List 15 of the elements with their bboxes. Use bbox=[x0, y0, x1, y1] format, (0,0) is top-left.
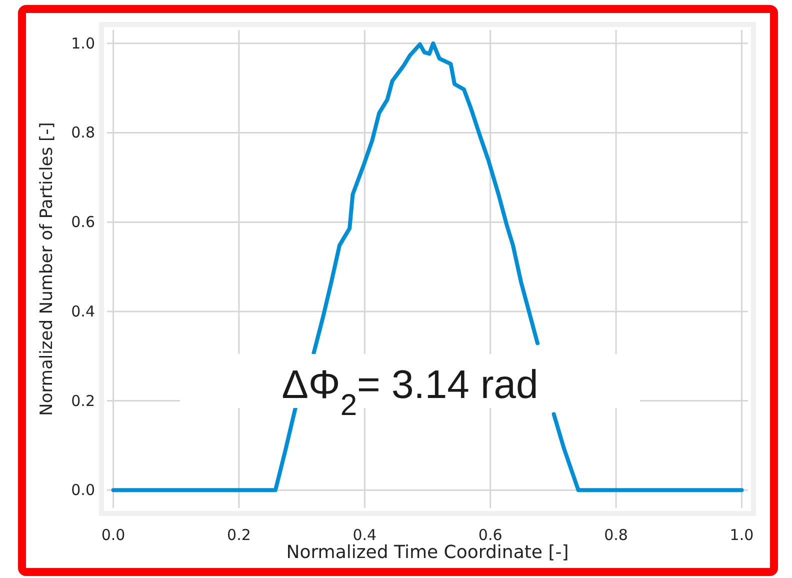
y-axis-title: Normalized Number of Particles [-] bbox=[37, 122, 57, 416]
y-tick-label: 0.8 bbox=[71, 124, 95, 142]
x-axis-title: Normalized Time Coordinate [-] bbox=[286, 542, 569, 563]
y-tick-label: 0.2 bbox=[71, 392, 95, 410]
x-tick-label: 0.4 bbox=[352, 526, 377, 544]
x-tick-label: 0.6 bbox=[478, 526, 502, 544]
x-tick-label: 0.8 bbox=[604, 526, 628, 544]
y-tick-label: 1.0 bbox=[71, 34, 95, 52]
y-tick-label: 0.6 bbox=[71, 213, 95, 232]
x-tick-label: 0.2 bbox=[227, 526, 251, 544]
annotation: ΔΦ$_{2}$= 3.14 rad bbox=[282, 363, 538, 422]
y-tick-label: 0.0 bbox=[71, 481, 95, 500]
x-tick-label: 0.0 bbox=[101, 526, 126, 544]
x-tick-label: 1.0 bbox=[730, 526, 754, 544]
y-tick-label: 0.4 bbox=[71, 302, 95, 320]
